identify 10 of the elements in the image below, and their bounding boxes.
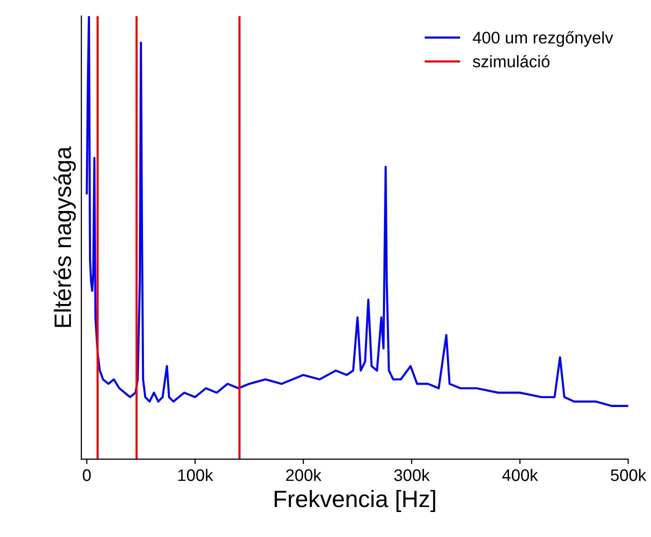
x-tick-label: 200k — [286, 468, 322, 482]
legend-label: szimuláció — [472, 54, 550, 68]
x-tick-label: 0 — [82, 469, 91, 482]
legend-label: 400 um rezgőnyelv — [472, 31, 614, 47]
x-tick-label: 300k — [394, 468, 430, 482]
x-tick-label: 100k — [178, 468, 214, 482]
y-axis-title: Eltérés nagysága — [54, 146, 76, 327]
x-tick-label: 400k — [502, 468, 538, 482]
x-axis-title: Frekvencia [Hz] — [274, 490, 436, 512]
x-tick-label: 500k — [610, 468, 646, 482]
